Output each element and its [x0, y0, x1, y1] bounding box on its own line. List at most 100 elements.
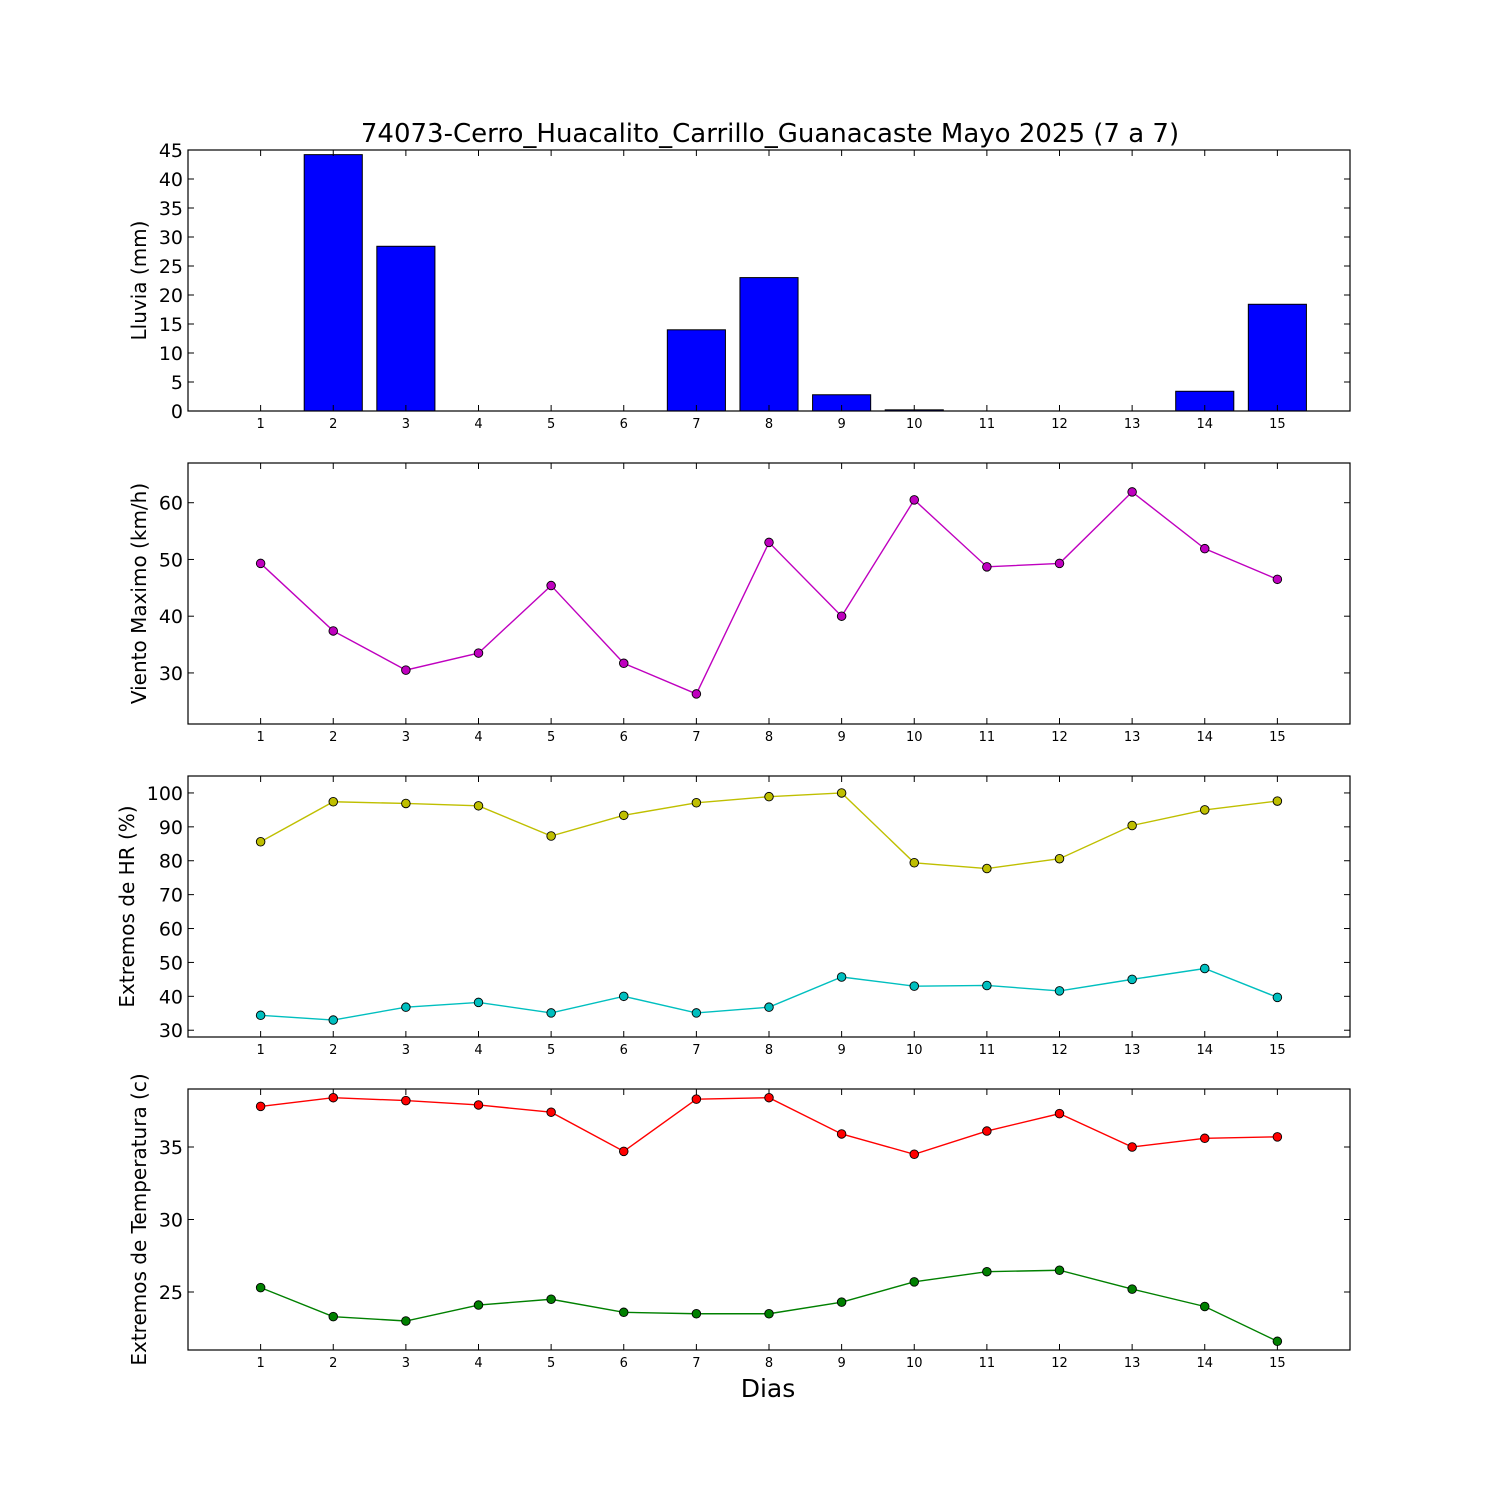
data-point-day-4	[473, 997, 484, 1008]
x-tick-label: 9	[837, 1043, 845, 1058]
data-point-day-3	[401, 665, 411, 675]
data-point-day-15	[1272, 796, 1283, 806]
x-tick-label: 1	[256, 417, 264, 432]
x-tick-label: 10	[906, 1356, 923, 1371]
data-point-day-8	[764, 1002, 774, 1012]
data-point-day-15	[1272, 1132, 1283, 1142]
x-tick-label: 4	[474, 1356, 482, 1371]
data-point-day-14	[1199, 963, 1210, 974]
data-point-day-11	[982, 980, 992, 991]
x-tick-label: 14	[1196, 1043, 1213, 1058]
series-line-temperatura-1	[260, 1096, 1278, 1155]
y-tick-label: 70	[159, 885, 183, 907]
y-tick-label: 100	[147, 783, 183, 805]
data-point-day-12	[1054, 986, 1065, 996]
data-point-day-2	[328, 1092, 339, 1103]
data-point-day-2	[328, 797, 339, 807]
data-point-day-3	[401, 798, 411, 809]
data-point-day-15	[1272, 574, 1283, 585]
y-tick-label: 25	[159, 1282, 183, 1304]
data-point-day-13	[1127, 974, 1137, 985]
data-point-day-7	[691, 689, 702, 699]
data-point-day-10	[909, 1149, 920, 1159]
x-tick-label: 6	[620, 730, 628, 745]
x-tick-label: 12	[1051, 417, 1068, 432]
data-point-day-14	[1199, 1301, 1210, 1312]
data-point-day-9	[836, 611, 847, 621]
y-axis-label-temperatura: Extremos de Temperatura (c)	[127, 1073, 151, 1365]
data-point-day-1	[255, 1282, 266, 1293]
x-tick-label: 5	[547, 1356, 555, 1371]
x-tick-label: 3	[402, 1043, 410, 1058]
data-point-day-6	[619, 991, 629, 1002]
data-point-day-5	[546, 1008, 556, 1018]
data-point-day-6	[619, 658, 629, 669]
data-point-day-12	[1054, 558, 1065, 569]
data-point-day-8	[764, 791, 774, 802]
y-tick-label: 90	[159, 817, 183, 839]
data-point-day-10	[909, 981, 920, 991]
data-point-day-7	[691, 1008, 702, 1018]
data-point-day-6	[619, 1146, 629, 1157]
x-tick-label: 11	[979, 1356, 996, 1371]
data-point-day-7	[691, 798, 702, 808]
x-tick-label: 2	[329, 417, 337, 432]
data-point-day-4	[473, 648, 484, 658]
series-line-temperatura-2	[260, 1269, 1278, 1342]
data-point-day-13	[1127, 487, 1137, 497]
y-tick-label: 0	[171, 401, 183, 423]
y-tick-label: 30	[159, 663, 183, 685]
data-point-day-15	[1272, 1336, 1283, 1347]
series-line-viento-1	[260, 491, 1278, 695]
x-tick-label: 12	[1051, 1043, 1068, 1058]
y-tick-label: 50	[159, 952, 183, 974]
bar-day-8	[739, 277, 799, 412]
data-point-day-4	[473, 1100, 484, 1110]
data-point-day-10	[909, 1277, 920, 1287]
y-tick-label: 30	[159, 1210, 183, 1232]
y-tick-label: 25	[159, 256, 183, 278]
y-axis-label-viento: Viento Maximo (km/h)	[127, 483, 151, 704]
data-point-day-5	[546, 580, 556, 591]
panel-lluvia: 1 2 3 4 5 6 7 8 9 10 11 12 13 14 15051015202530354045L…	[127, 140, 1351, 432]
x-tick-label: 5	[547, 417, 555, 432]
data-point-day-1	[255, 837, 266, 847]
x-tick-label: 5	[547, 1043, 555, 1058]
data-point-day-6	[619, 810, 629, 821]
data-point-day-4	[473, 801, 484, 811]
data-point-day-11	[982, 562, 992, 572]
bar-day-2	[303, 154, 363, 412]
x-tick-label: 10	[906, 730, 923, 745]
data-point-day-3	[401, 1095, 411, 1106]
x-tick-label: 12	[1051, 730, 1068, 745]
x-tick-label: 8	[765, 1043, 773, 1058]
data-point-day-4	[473, 1300, 484, 1310]
y-tick-label: 40	[159, 169, 183, 191]
y-tick-label: 15	[159, 314, 183, 336]
y-tick-label: 40	[159, 986, 183, 1008]
x-tick-label: 3	[402, 730, 410, 745]
x-tick-label: 11	[979, 417, 996, 432]
x-tick-label: 6	[620, 417, 628, 432]
panel-hr: 1 2 3 4 5 6 7 8 9 10 11 12 13 14 1530405060708090100Ex…	[115, 775, 1351, 1058]
x-tick-label: 14	[1196, 730, 1213, 745]
x-axis-label: Dias	[741, 1374, 796, 1403]
data-point-day-13	[1127, 1284, 1137, 1294]
x-tick-label: 1	[256, 1043, 264, 1058]
data-point-day-11	[982, 1266, 992, 1277]
x-tick-label: 2	[329, 1043, 337, 1058]
bar-day-3	[376, 245, 436, 412]
x-tick-label: 3	[402, 417, 410, 432]
data-point-day-13	[1127, 820, 1137, 831]
x-tick-label: 15	[1269, 730, 1286, 745]
data-point-day-3	[401, 1316, 411, 1326]
y-tick-label: 20	[159, 285, 183, 307]
x-tick-label: 4	[474, 1043, 482, 1058]
data-point-day-11	[982, 863, 992, 874]
x-tick-label: 11	[979, 730, 996, 745]
x-tick-label: 8	[765, 1356, 773, 1371]
x-tick-label: 2	[329, 1356, 337, 1371]
y-tick-label: 30	[159, 227, 183, 249]
